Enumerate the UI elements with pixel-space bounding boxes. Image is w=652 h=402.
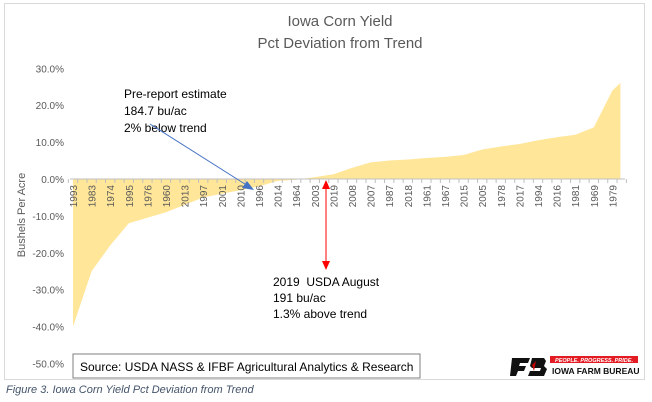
x-tick-label: 1996 [255,185,266,208]
pre-report-line-3: 2% below trend [124,121,207,135]
y-tick-label: -40.0% [32,323,64,334]
chart-title: Iowa Corn Yield [287,13,392,30]
x-tick-label: 1967 [441,185,452,208]
x-tick-label: 2007 [367,185,378,208]
x-tick-label: 1981 [571,185,582,208]
logo-name: IOWA FARM BUREAU [552,366,640,376]
x-tick-label: 1993 [69,185,80,208]
x-tick-label: 2008 [348,185,359,208]
x-tick-label: 1961 [422,185,433,208]
y-tick-label: -10.0% [32,212,64,223]
chart-subtitle: Pct Deviation from Trend [257,35,422,52]
source-box [72,353,421,379]
x-tick-label: 1997 [199,185,210,208]
pre-report-annotation: Pre-report estimate 184.7 bu/ac 2% below… [124,87,254,190]
x-tick-label: 1974 [106,185,117,208]
x-tick-label: 1995 [125,185,136,208]
x-tick-label: 2015 [460,185,471,208]
x-tick-label: 2016 [553,185,564,208]
x-tick-label: 1976 [143,185,154,208]
x-tick-label: 1987 [385,185,396,208]
x-tick-label: 1983 [88,185,99,208]
x-tick-label: 2013 [181,185,192,208]
pre-report-line-2: 184.7 bu/ac [124,104,187,118]
pre-report-line-1: Pre-report estimate [124,87,227,101]
y-tick-label: 20.0% [36,101,64,112]
logo-tagline: PEOPLE. PROGRESS. PRIDE. [555,358,633,364]
usda-annotation: 2019 USDA August 191 bu/ac 1.3% above tr… [273,180,380,321]
x-tick-label: 2005 [478,185,489,208]
x-tick-label: 2019 [329,185,340,208]
x-tick-label: 1978 [497,185,508,208]
usda-line-1: 2019 USDA August [273,275,380,289]
x-tick-label: 2010 [236,185,247,208]
x-tick-label: 2001 [218,185,229,208]
source-text: Source: USDA NASS & IFBF Agricultural An… [80,360,413,374]
pre-report-arrow [149,123,249,187]
x-tick-label: 1969 [590,185,601,208]
y-tick-label: -20.0% [32,249,64,260]
y-tick-label: 30.0% [36,64,64,75]
y-tick-label: -50.0% [32,360,64,371]
x-tick-label: 1960 [162,185,173,208]
x-tick-label: 1994 [534,185,545,208]
x-tick-label: 1979 [608,185,619,208]
x-tick-label: 2017 [515,185,526,208]
pre-report-arrowhead [242,181,254,190]
figure-caption: Figure 3. Iowa Corn Yield Pct Deviation … [6,384,254,396]
x-tick-label: 2018 [404,185,415,208]
usda-arrowhead-up [322,180,330,189]
x-tick-label: 1964 [292,185,303,208]
x-tick-label: 2014 [274,185,285,208]
y-tick-label: 0.0% [41,175,64,186]
iowa-farm-bureau-logo: PEOPLE. PROGRESS. PRIDE. IOWA FARM BUREA… [510,356,640,376]
usda-line-2: 191 bu/ac [273,291,326,305]
chart-frame [4,3,645,380]
deviation-area [73,83,621,327]
y-tick-label: -30.0% [32,286,64,297]
usda-arrowhead-down [322,261,330,270]
usda-line-3: 1.3% above trend [273,307,367,321]
x-tick-label: 2003 [311,185,322,208]
y-axis-label: Bushels Per Acre [16,173,28,257]
y-tick-label: 10.0% [36,138,64,149]
